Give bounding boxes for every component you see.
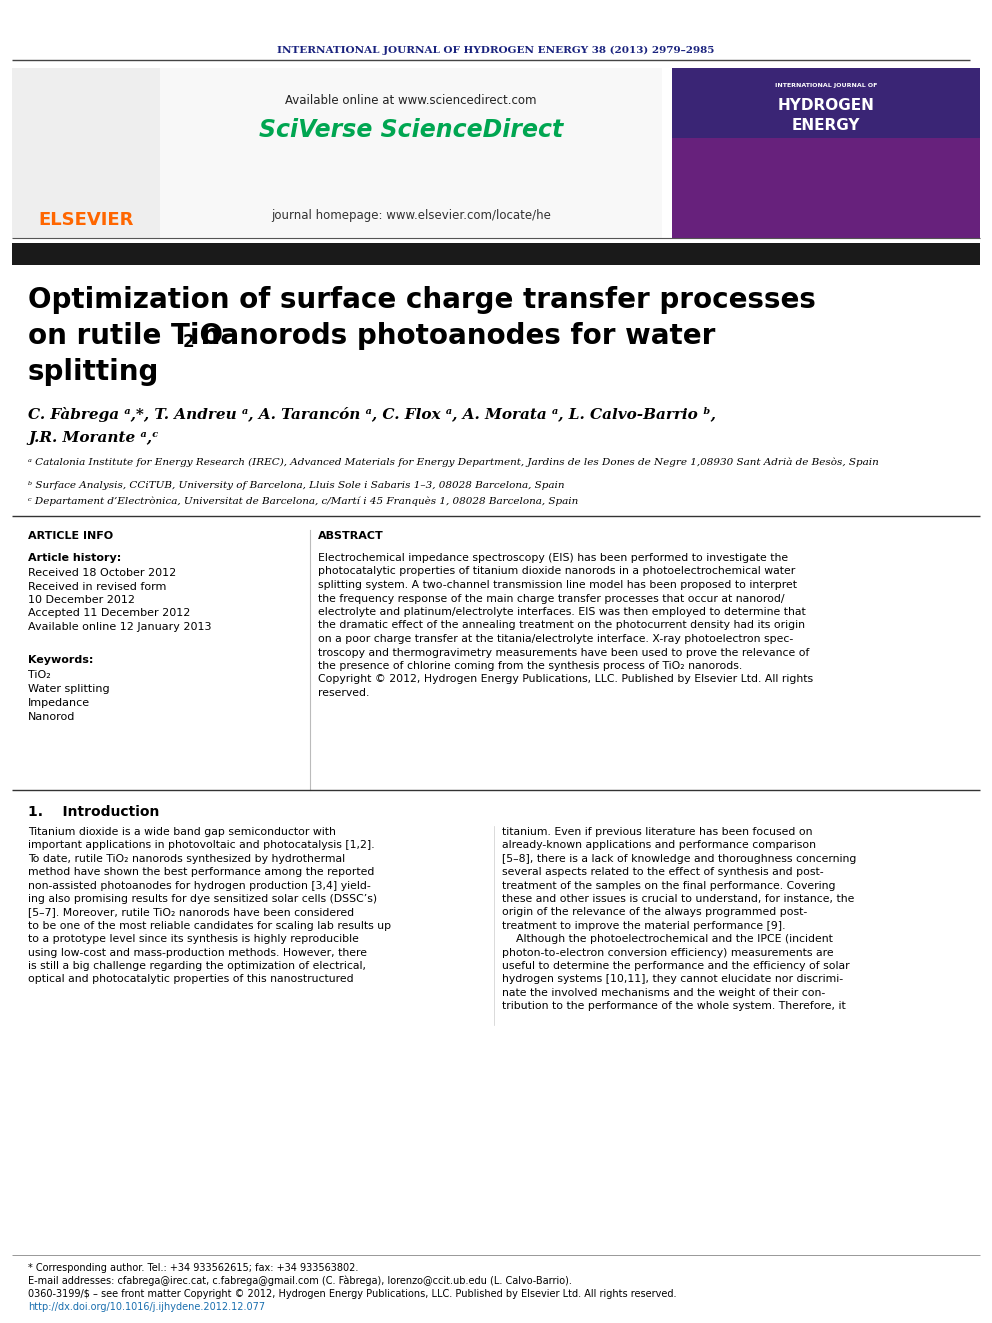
Text: INTERNATIONAL JOURNAL OF: INTERNATIONAL JOURNAL OF — [775, 82, 877, 87]
Text: ᶜ Departament d’Electrònica, Universitat de Barcelona, c/Martí i 45 Franquès 1, : ᶜ Departament d’Electrònica, Universitat… — [28, 496, 578, 505]
Text: nanorods photoanodes for water: nanorods photoanodes for water — [191, 321, 715, 351]
Text: Available online 12 January 2013: Available online 12 January 2013 — [28, 622, 211, 632]
Text: several aspects related to the effect of synthesis and post-: several aspects related to the effect of… — [502, 867, 823, 877]
Text: ing also promising results for dye sensitized solar cells (DSSC’s): ing also promising results for dye sensi… — [28, 894, 377, 904]
Text: photocatalytic properties of titanium dioxide nanorods in a photoelectrochemical: photocatalytic properties of titanium di… — [318, 566, 796, 577]
Text: E-mail addresses: cfabrega@irec.cat, c.fabrega@gmail.com (C. Fàbrega), lorenzo@c: E-mail addresses: cfabrega@irec.cat, c.f… — [28, 1275, 571, 1286]
Text: Although the photoelectrochemical and the IPCE (incident: Although the photoelectrochemical and th… — [502, 934, 833, 945]
Text: on rutile TiO: on rutile TiO — [28, 321, 223, 351]
FancyBboxPatch shape — [160, 67, 662, 238]
Text: Copyright © 2012, Hydrogen Energy Publications, LLC. Published by Elsevier Ltd. : Copyright © 2012, Hydrogen Energy Public… — [318, 675, 813, 684]
Text: optical and photocatalytic properties of this nanostructured: optical and photocatalytic properties of… — [28, 975, 353, 984]
Text: Available online at www.sciencedirect.com: Available online at www.sciencedirect.co… — [286, 94, 537, 106]
Text: * Corresponding author. Tel.: +34 933562615; fax: +34 933563802.: * Corresponding author. Tel.: +34 933562… — [28, 1263, 358, 1273]
Text: ENERGY: ENERGY — [792, 118, 860, 132]
Text: HYDROGEN: HYDROGEN — [778, 98, 874, 112]
Text: Optimization of surface charge transfer processes: Optimization of surface charge transfer … — [28, 286, 815, 314]
Text: the frequency response of the main charge transfer processes that occur at nanor: the frequency response of the main charg… — [318, 594, 785, 603]
Text: ELSEVIER: ELSEVIER — [39, 210, 134, 229]
Text: on a poor charge transfer at the titania/electrolyte interface. X-ray photoelect: on a poor charge transfer at the titania… — [318, 634, 794, 644]
Text: To date, rutile TiO₂ nanorods synthesized by hydrothermal: To date, rutile TiO₂ nanorods synthesize… — [28, 853, 345, 864]
Text: the dramatic effect of the annealing treatment on the photocurrent density had i: the dramatic effect of the annealing tre… — [318, 620, 805, 631]
Text: [5–8], there is a lack of knowledge and thoroughness concerning: [5–8], there is a lack of knowledge and … — [502, 853, 856, 864]
Text: troscopy and thermogravimetry measurements have been used to prove the relevance: troscopy and thermogravimetry measuremen… — [318, 647, 809, 658]
Text: these and other issues is crucial to understand, for instance, the: these and other issues is crucial to und… — [502, 894, 854, 904]
Text: origin of the relevance of the always programmed post-: origin of the relevance of the always pr… — [502, 908, 807, 917]
Text: Keywords:: Keywords: — [28, 655, 93, 665]
Text: TiO₂: TiO₂ — [28, 669, 51, 680]
FancyBboxPatch shape — [672, 138, 980, 238]
Text: C. Fàbrega ᵃ,*, T. Andreu ᵃ, A. Tarancón ᵃ, C. Flox ᵃ, A. Morata ᵃ, L. Calvo-Bar: C. Fàbrega ᵃ,*, T. Andreu ᵃ, A. Tarancón… — [28, 407, 716, 422]
Text: 10 December 2012: 10 December 2012 — [28, 595, 135, 605]
Text: using low-cost and mass-production methods. However, there: using low-cost and mass-production metho… — [28, 947, 367, 958]
Text: treatment of the samples on the final performance. Covering: treatment of the samples on the final pe… — [502, 881, 835, 890]
Text: splitting: splitting — [28, 359, 160, 386]
Text: titanium. Even if previous literature has been focused on: titanium. Even if previous literature ha… — [502, 827, 812, 837]
Text: splitting system. A two-channel transmission line model has been proposed to int: splitting system. A two-channel transmis… — [318, 579, 797, 590]
Text: SciVerse ScienceDirect: SciVerse ScienceDirect — [259, 118, 563, 142]
Text: ᵃ Catalonia Institute for Energy Research (IREC), Advanced Materials for Energy : ᵃ Catalonia Institute for Energy Researc… — [28, 458, 879, 467]
Text: J.R. Morante ᵃ,ᶜ: J.R. Morante ᵃ,ᶜ — [28, 431, 159, 445]
Text: 0360-3199/$ – see front matter Copyright © 2012, Hydrogen Energy Publications, L: 0360-3199/$ – see front matter Copyright… — [28, 1289, 677, 1299]
FancyBboxPatch shape — [672, 67, 980, 238]
Text: INTERNATIONAL JOURNAL OF HYDROGEN ENERGY 38 (2013) 2979–2985: INTERNATIONAL JOURNAL OF HYDROGEN ENERGY… — [278, 45, 714, 54]
Text: Article history:: Article history: — [28, 553, 121, 564]
Text: Nanorod: Nanorod — [28, 712, 75, 722]
Text: treatment to improve the material performance [9].: treatment to improve the material perfor… — [502, 921, 786, 931]
Text: Received in revised form: Received in revised form — [28, 582, 167, 591]
Text: Electrochemical impedance spectroscopy (EIS) has been performed to investigate t: Electrochemical impedance spectroscopy (… — [318, 553, 788, 564]
Text: nate the involved mechanisms and the weight of their con-: nate the involved mechanisms and the wei… — [502, 988, 825, 998]
Text: reserved.: reserved. — [318, 688, 369, 699]
Text: the presence of chlorine coming from the synthesis process of TiO₂ nanorods.: the presence of chlorine coming from the… — [318, 662, 742, 671]
Text: already-known applications and performance comparison: already-known applications and performan… — [502, 840, 816, 851]
Text: 2: 2 — [183, 333, 194, 351]
Text: Received 18 October 2012: Received 18 October 2012 — [28, 568, 177, 578]
Text: journal homepage: www.elsevier.com/locate/he: journal homepage: www.elsevier.com/locat… — [271, 209, 551, 221]
Text: ᵇ Surface Analysis, CCiTUB, University of Barcelona, Lluis Sole i Sabaris 1–3, 0: ᵇ Surface Analysis, CCiTUB, University o… — [28, 482, 564, 491]
Text: photon-to-electron conversion efficiency) measurements are: photon-to-electron conversion efficiency… — [502, 947, 833, 958]
Text: to be one of the most reliable candidates for scaling lab results up: to be one of the most reliable candidate… — [28, 921, 391, 931]
Text: useful to determine the performance and the efficiency of solar: useful to determine the performance and … — [502, 960, 849, 971]
Text: important applications in photovoltaic and photocatalysis [1,2].: important applications in photovoltaic a… — [28, 840, 375, 851]
Text: [5–7]. Moreover, rutile TiO₂ nanorods have been considered: [5–7]. Moreover, rutile TiO₂ nanorods ha… — [28, 908, 354, 917]
Text: electrolyte and platinum/electrolyte interfaces. EIS was then employed to determ: electrolyte and platinum/electrolyte int… — [318, 607, 806, 617]
Text: is still a big challenge regarding the optimization of electrical,: is still a big challenge regarding the o… — [28, 960, 366, 971]
Text: Accepted 11 December 2012: Accepted 11 December 2012 — [28, 609, 190, 618]
Text: tribution to the performance of the whole system. Therefore, it: tribution to the performance of the whol… — [502, 1002, 846, 1011]
Text: non-assisted photoanodes for hydrogen production [3,4] yield-: non-assisted photoanodes for hydrogen pr… — [28, 881, 371, 890]
Text: Water splitting: Water splitting — [28, 684, 110, 695]
Text: ABSTRACT: ABSTRACT — [318, 531, 384, 541]
Text: method have shown the best performance among the reported: method have shown the best performance a… — [28, 867, 374, 877]
Text: Impedance: Impedance — [28, 699, 90, 708]
Text: 1.    Introduction: 1. Introduction — [28, 804, 160, 819]
Text: hydrogen systems [10,11], they cannot elucidate nor discrimi-: hydrogen systems [10,11], they cannot el… — [502, 975, 843, 984]
Text: to a prototype level since its synthesis is highly reproducible: to a prototype level since its synthesis… — [28, 934, 359, 945]
FancyBboxPatch shape — [12, 243, 980, 265]
FancyBboxPatch shape — [12, 67, 160, 238]
Text: http://dx.doi.org/10.1016/j.ijhydene.2012.12.077: http://dx.doi.org/10.1016/j.ijhydene.201… — [28, 1302, 265, 1312]
Text: ARTICLE INFO: ARTICLE INFO — [28, 531, 113, 541]
Text: Titanium dioxide is a wide band gap semiconductor with: Titanium dioxide is a wide band gap semi… — [28, 827, 336, 837]
